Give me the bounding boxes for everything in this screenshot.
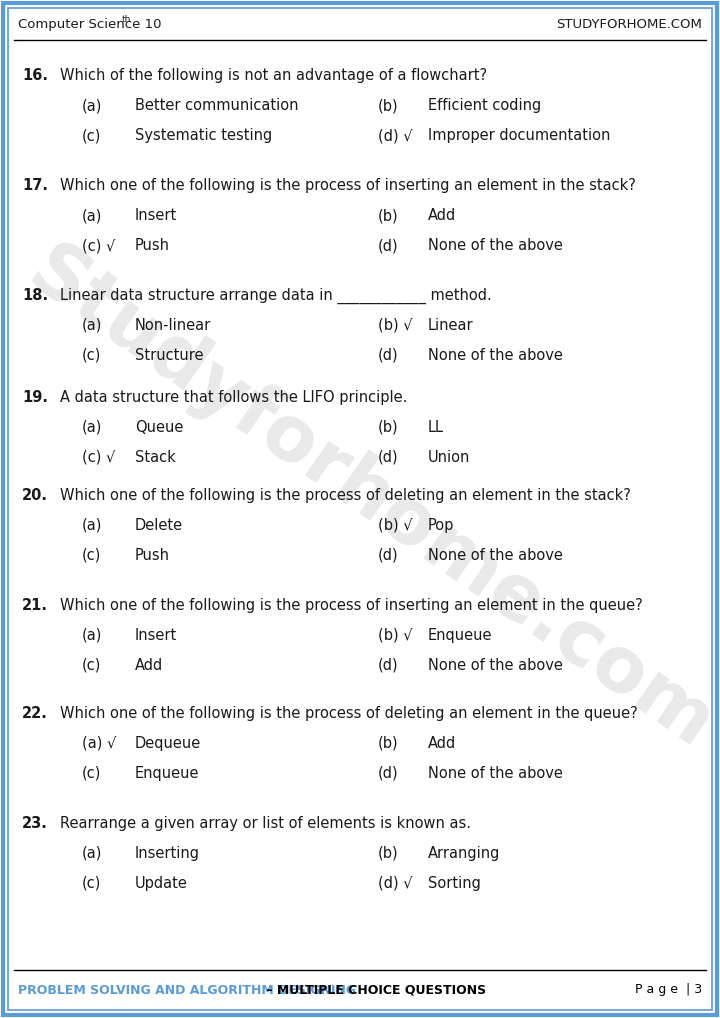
Text: Which of the following is not an advantage of a flowchart?: Which of the following is not an advanta… [60, 68, 487, 83]
Text: None of the above: None of the above [428, 238, 563, 253]
Text: (a): (a) [82, 628, 102, 643]
Text: (b) √: (b) √ [378, 318, 413, 333]
Text: (b): (b) [378, 736, 399, 751]
Text: LL: LL [428, 420, 444, 435]
Text: (a) √: (a) √ [82, 736, 117, 751]
Text: Rearrange a given array or list of elements is known as.: Rearrange a given array or list of eleme… [60, 816, 471, 831]
Text: (b) √: (b) √ [378, 518, 413, 533]
Text: (c): (c) [82, 348, 102, 363]
Text: Enqueue: Enqueue [135, 766, 199, 781]
Text: 22.: 22. [22, 706, 48, 721]
Text: (c): (c) [82, 766, 102, 781]
Text: (a): (a) [82, 208, 102, 223]
Text: (d): (d) [378, 450, 399, 465]
Text: Arranging: Arranging [428, 846, 500, 861]
Text: th: th [122, 14, 131, 23]
Text: Dequeue: Dequeue [135, 736, 202, 751]
Text: (d): (d) [378, 548, 399, 563]
Text: (a): (a) [82, 420, 102, 435]
Text: Union: Union [428, 450, 470, 465]
Text: Computer Science 10: Computer Science 10 [18, 17, 161, 31]
Text: (d): (d) [378, 658, 399, 673]
Text: Which one of the following is the process of inserting an element in the queue?: Which one of the following is the proces… [60, 598, 643, 613]
Text: P a g e  | 3: P a g e | 3 [635, 983, 702, 997]
Text: (c): (c) [82, 548, 102, 563]
Text: Insert: Insert [135, 628, 177, 643]
Text: None of the above: None of the above [428, 548, 563, 563]
Text: Non-linear: Non-linear [135, 318, 211, 333]
Text: 18.: 18. [22, 288, 48, 303]
Text: Delete: Delete [135, 518, 183, 533]
Text: Add: Add [428, 736, 456, 751]
Text: 16.: 16. [22, 68, 48, 83]
Text: Add: Add [135, 658, 163, 673]
Text: Pop: Pop [428, 518, 454, 533]
Text: Sorting: Sorting [428, 876, 481, 891]
Text: Update: Update [135, 876, 188, 891]
Text: 20.: 20. [22, 488, 48, 503]
Text: Inserting: Inserting [135, 846, 200, 861]
Text: Which one of the following is the process of deleting an element in the stack?: Which one of the following is the proces… [60, 488, 631, 503]
Text: Enqueue: Enqueue [428, 628, 492, 643]
Text: (c): (c) [82, 658, 102, 673]
Text: None of the above: None of the above [428, 348, 563, 363]
Text: Push: Push [135, 548, 170, 563]
Text: Studyforhome.com: Studyforhome.com [14, 234, 720, 766]
Text: (b): (b) [378, 420, 399, 435]
Text: A data structure that follows the LIFO principle.: A data structure that follows the LIFO p… [60, 390, 408, 405]
Text: Stack: Stack [135, 450, 176, 465]
Text: 23.: 23. [22, 816, 48, 831]
Text: Queue: Queue [135, 420, 184, 435]
Text: (d): (d) [378, 238, 399, 253]
Text: (b): (b) [378, 846, 399, 861]
Text: (d): (d) [378, 348, 399, 363]
Text: (a): (a) [82, 846, 102, 861]
Text: Which one of the following is the process of deleting an element in the queue?: Which one of the following is the proces… [60, 706, 638, 721]
Text: STUDYFORHOME.COM: STUDYFORHOME.COM [556, 17, 702, 31]
Text: Which one of the following is the process of inserting an element in the stack?: Which one of the following is the proces… [60, 178, 636, 193]
Text: Structure: Structure [135, 348, 204, 363]
Text: 17.: 17. [22, 178, 48, 193]
Text: (a): (a) [82, 318, 102, 333]
Text: 21.: 21. [22, 598, 48, 613]
Text: (a): (a) [82, 518, 102, 533]
Text: – MULTIPLE CHOICE QUESTIONS: – MULTIPLE CHOICE QUESTIONS [262, 983, 486, 997]
Text: Linear: Linear [428, 318, 474, 333]
Text: Push: Push [135, 238, 170, 253]
Text: (d) √: (d) √ [378, 876, 413, 891]
Text: (c): (c) [82, 876, 102, 891]
Text: None of the above: None of the above [428, 658, 563, 673]
Text: Add: Add [428, 208, 456, 223]
Text: (c) √: (c) √ [82, 238, 115, 253]
Text: (d): (d) [378, 766, 399, 781]
Text: (d) √: (d) √ [378, 128, 413, 143]
Text: (c): (c) [82, 128, 102, 143]
Text: Systematic testing: Systematic testing [135, 128, 272, 143]
Text: Linear data structure arrange data in ____________ method.: Linear data structure arrange data in __… [60, 288, 492, 304]
Text: Improper documentation: Improper documentation [428, 128, 611, 143]
Text: (a): (a) [82, 98, 102, 113]
Text: Efficient coding: Efficient coding [428, 98, 541, 113]
Text: None of the above: None of the above [428, 766, 563, 781]
Text: (c) √: (c) √ [82, 450, 115, 465]
Text: (b): (b) [378, 208, 399, 223]
Text: (b): (b) [378, 98, 399, 113]
Text: PROBLEM SOLVING AND ALGORITHM DESIGNING: PROBLEM SOLVING AND ALGORITHM DESIGNING [18, 983, 356, 997]
Text: (b) √: (b) √ [378, 628, 413, 643]
Text: Insert: Insert [135, 208, 177, 223]
Text: 19.: 19. [22, 390, 48, 405]
Text: Better communication: Better communication [135, 98, 299, 113]
